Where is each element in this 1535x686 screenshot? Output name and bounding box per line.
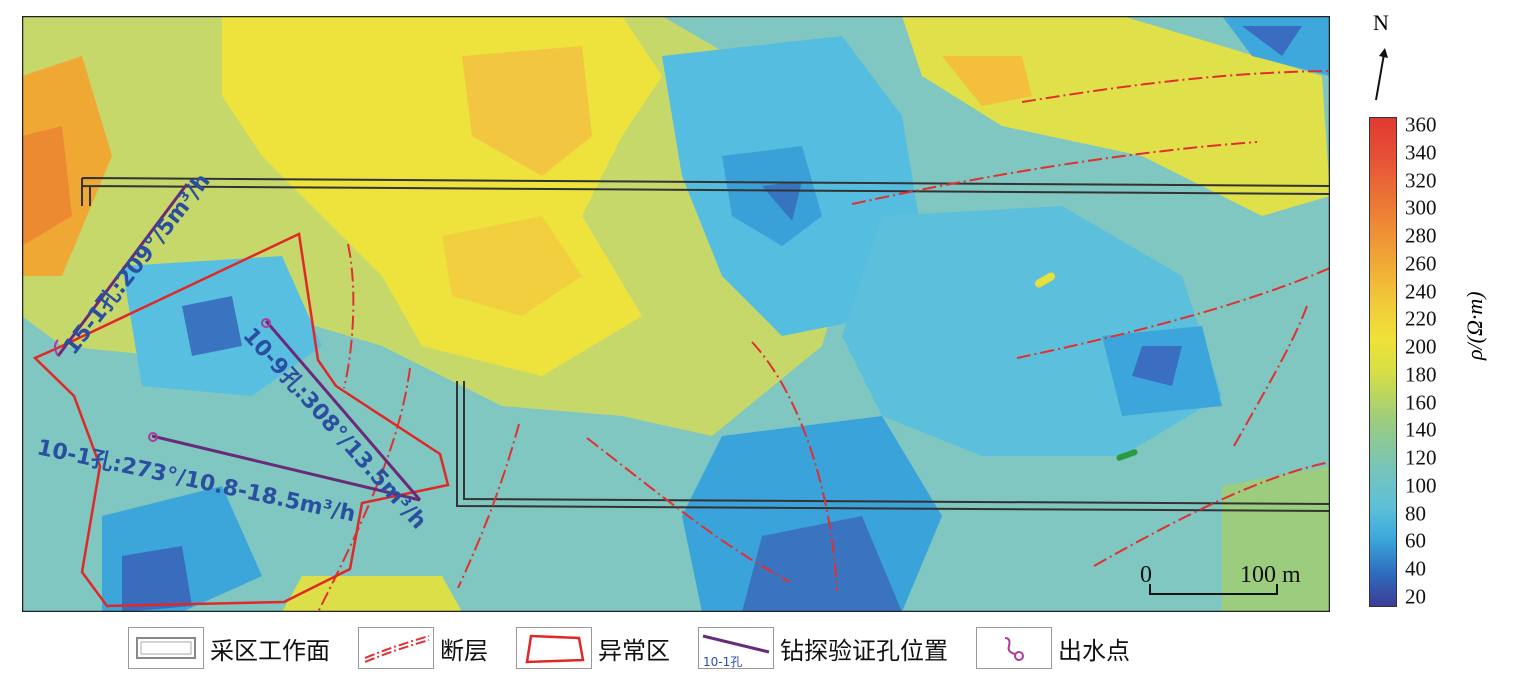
water-point-icon: [976, 627, 1052, 669]
colorbar-tick: 60: [1405, 528, 1426, 553]
colorbar-tick: 320: [1405, 168, 1437, 193]
contour-zone-ne-min: [1242, 26, 1302, 56]
anomaly-area: [32, 232, 450, 608]
colorbar-tick: 280: [1405, 223, 1437, 248]
contour-zone-south-min: [742, 516, 902, 612]
scale-start: 0: [1140, 562, 1152, 588]
colorbar-tick: 360: [1405, 112, 1437, 137]
fault-line: [1016, 267, 1330, 359]
fault-line: [1233, 305, 1308, 447]
contour-zone-west-peak: [22, 126, 72, 246]
colorbar-tick: 40: [1405, 556, 1426, 581]
colorbar-tick: 20: [1405, 584, 1426, 609]
borehole-10-1: [151, 434, 421, 502]
fault-line: [317, 367, 411, 612]
legend-label: 异常区: [598, 636, 670, 665]
water-points: [54, 318, 271, 442]
north-arrow-icon: [1375, 48, 1388, 101]
colorbar-tick: 220: [1405, 306, 1437, 331]
fault-icon: [358, 627, 434, 669]
feature-mark: [1116, 449, 1138, 461]
work-face-icon: [128, 627, 204, 669]
colorbar-tick: 240: [1405, 279, 1437, 304]
colorbar-ticks: 360 340 320 300 280 260 240 220 200 180 160 140 120 1…: [1397, 112, 1467, 609]
fault-line: [457, 423, 520, 589]
water-point-icon: [261, 318, 271, 328]
colorbar-title: ρ/(Ω·m): [1462, 291, 1487, 360]
legend-item-fault: 断层: [358, 627, 488, 669]
contour-zone-south-high: [282, 576, 462, 612]
fault-lines: [317, 70, 1330, 612]
colorbar-tick: 260: [1405, 251, 1437, 276]
anomaly-area-icon: [516, 627, 592, 669]
colorbar-tick: 200: [1405, 334, 1437, 359]
colorbar-tick: 100: [1405, 473, 1437, 498]
borehole-sample-label: 10-1孔: [703, 655, 742, 668]
contour-zone-west-min: [182, 296, 242, 356]
south-roadway: [456, 381, 1330, 512]
legend-label: 钻探验证孔位置: [780, 636, 948, 665]
feature-mark: [1034, 272, 1056, 288]
scale-bar: 0 100 m: [1140, 562, 1301, 595]
contour-zone-ne-peak: [942, 56, 1032, 106]
contour-zone-sw-min: [122, 546, 192, 612]
scale-end: 100 m: [1240, 562, 1301, 588]
borehole-10-9: [264, 320, 422, 501]
borehole-15-1: [56, 183, 189, 357]
north-roadway: [81, 177, 1330, 206]
north-label: N: [1373, 10, 1389, 35]
legend-item-water: 出水点: [976, 627, 1130, 669]
colorbar-tick: 180: [1405, 362, 1437, 387]
fault-line: [343, 243, 355, 389]
colorbar-tick: 140: [1405, 417, 1437, 442]
resistivity-map: 15-1孔:209°/5m³/h 10-9孔:308°/13.5m³/h 10-…: [22, 16, 1330, 612]
fault-line: [586, 437, 791, 583]
legend-label: 采区工作面: [210, 636, 330, 665]
contour-zone-peak-2: [442, 216, 582, 316]
colorbar-tick: 340: [1405, 140, 1437, 165]
legend-label: 断层: [440, 636, 488, 665]
fault-line: [851, 141, 1258, 205]
colorbar-tick: 80: [1405, 501, 1426, 526]
legend-item-anomaly: 异常区: [516, 627, 670, 669]
work-face-roadways: [81, 177, 1330, 512]
water-point-icon: [148, 432, 158, 442]
borehole-icon: 10-1孔: [698, 627, 774, 669]
contour-zone-min-2: [1132, 346, 1182, 386]
colorbar-tick: 160: [1405, 390, 1437, 415]
scale-line: [1149, 584, 1278, 595]
legend-item-borehole: 10-1孔 钻探验证孔位置: [698, 627, 948, 669]
colorbar: [1369, 117, 1397, 607]
colorbar-tick: 300: [1405, 195, 1437, 220]
map-frame: [22, 16, 1330, 612]
legend: 采区工作面 断层 异常区 10-1孔 钻探验证孔位置 出水点: [128, 624, 1158, 672]
fault-line: [1021, 70, 1330, 103]
legend-label: 出水点: [1058, 636, 1130, 665]
borehole-lines: [56, 183, 422, 502]
fault-line: [751, 341, 838, 592]
contour-zone-peak: [462, 46, 592, 176]
water-point-icon: [54, 339, 59, 357]
legend-item-work-face: 采区工作面: [128, 627, 330, 669]
colorbar-tick: 120: [1405, 445, 1437, 470]
contour-zone-se: [1222, 466, 1330, 612]
